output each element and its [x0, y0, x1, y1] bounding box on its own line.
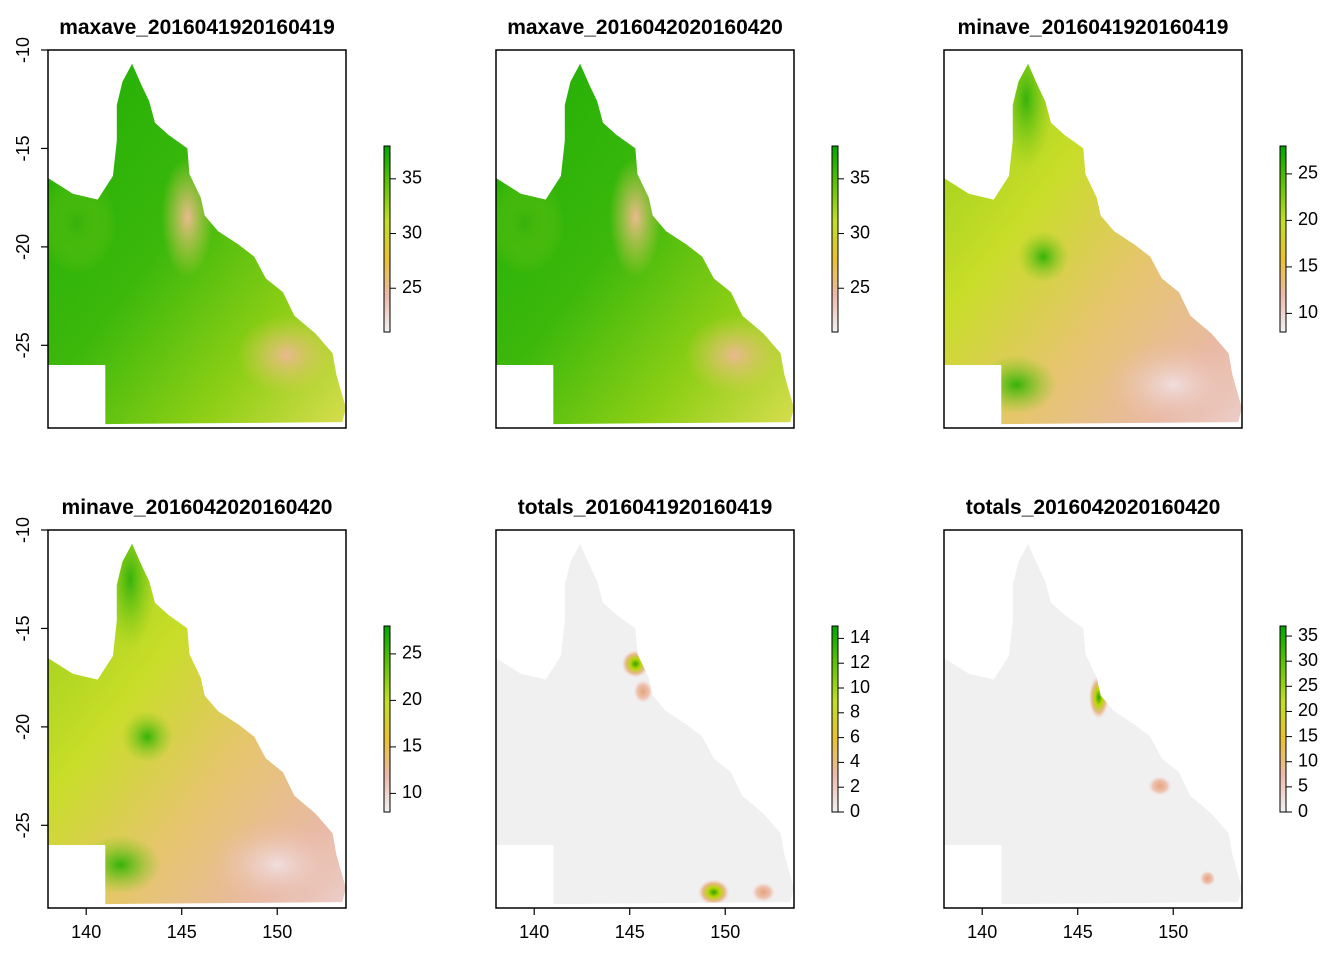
legend-tick-label: 8	[850, 702, 860, 722]
legend-tick-label: 25	[402, 643, 422, 663]
panel-title: totals_2016042020160420	[966, 496, 1221, 519]
legend-tick-label: 30	[850, 222, 870, 242]
panel-title: minave_2016042020160420	[62, 496, 333, 519]
rain-cell	[1088, 675, 1109, 720]
y-tick-label: -25	[13, 812, 33, 838]
y-tick-label: -10	[13, 37, 33, 63]
x-tick-label: 150	[262, 922, 292, 942]
legend-tick-label: 35	[850, 168, 870, 188]
y-tick-label: -25	[13, 332, 33, 358]
x-tick-label: 140	[71, 922, 101, 942]
panel-title: maxave_2016042020160420	[507, 16, 783, 39]
legend-tick-label: 12	[850, 652, 870, 672]
rain-cell	[697, 879, 730, 905]
y-tick-label: -20	[13, 714, 33, 740]
raster-layer	[48, 63, 346, 425]
rain-cell	[621, 649, 650, 678]
raster-layer	[48, 543, 346, 905]
legend-tick-label: 30	[1298, 650, 1318, 670]
cool-southeast	[1103, 339, 1242, 425]
legend-tick-label: 0	[1298, 801, 1308, 821]
warm-southeast	[236, 315, 337, 396]
legend-tick-label: 6	[850, 726, 860, 746]
legend-tick-label: 10	[1298, 302, 1318, 322]
legend-colorbar	[831, 625, 839, 813]
legend-tick-label: 10	[850, 677, 870, 697]
y-tick-label: -15	[13, 615, 33, 641]
x-tick-label: 140	[967, 922, 997, 942]
warm-southwest	[80, 834, 161, 895]
warm-ridge	[161, 157, 214, 278]
plot-frame	[47, 529, 347, 909]
legend-tick-label: 20	[402, 689, 422, 709]
x-tick-label: 140	[519, 922, 549, 942]
legend-tick-label: 35	[402, 168, 422, 188]
rain-cell	[751, 882, 776, 903]
panel-title: totals_2016041920160419	[518, 496, 773, 519]
legend-tick-label: 10	[402, 782, 422, 802]
x-tick-label: 145	[167, 922, 197, 942]
panel-title: minave_2016041920160419	[958, 16, 1229, 39]
legend-tick-label: 5	[1298, 776, 1308, 796]
legend-tick-label: 0	[850, 801, 860, 821]
legend-tick-label: 25	[1298, 675, 1318, 695]
legend-tick-label: 20	[1298, 700, 1318, 720]
plot-frame	[943, 49, 1243, 429]
warm-inland	[121, 710, 174, 763]
legend-tick-label: 14	[850, 627, 870, 647]
warm-ridge	[609, 157, 662, 278]
plot-frame	[47, 49, 347, 429]
warm-inland	[1017, 230, 1070, 283]
map-panel-3: minave_2016041920160419 25 20 15 10	[943, 16, 1318, 429]
legend-tick-label: 25	[850, 277, 870, 297]
y-tick-label: -10	[13, 517, 33, 543]
rain-cell	[633, 679, 654, 704]
panel-title: maxave_2016041920160419	[59, 16, 335, 39]
y-tick-label: -15	[13, 135, 33, 161]
warm-southeast	[684, 315, 785, 396]
legend-colorbar	[1279, 625, 1287, 813]
rain-cell	[1147, 775, 1172, 796]
legend-tick-label: 20	[1298, 209, 1318, 229]
map-panel-1: maxave_2016041920160419 -10 -15 -20 -25 35 30 2…	[13, 16, 422, 429]
legend-tick-label: 25	[402, 277, 422, 297]
legend-tick-label: 30	[402, 222, 422, 242]
x-tick-label: 150	[1158, 922, 1188, 942]
legend-tick-label: 15	[1298, 256, 1318, 276]
x-tick-label: 145	[615, 922, 645, 942]
rain-cell	[1199, 870, 1216, 887]
legend-colorbar	[383, 625, 391, 813]
plot-frame	[943, 529, 1243, 909]
legend-colorbar	[1279, 145, 1287, 333]
x-tick-label: 150	[710, 922, 740, 942]
legend-tick-label: 15	[402, 736, 422, 756]
raster-layer	[944, 543, 1242, 905]
legend-tick-label: 15	[1298, 725, 1318, 745]
cool-southeast	[207, 819, 346, 905]
y-tick-label: -20	[13, 234, 33, 260]
raster-layer	[944, 63, 1242, 425]
map-panel-5: totals_2016041920160419 140 145 150 14 12 10 8 6…	[495, 496, 870, 942]
legend-tick-label: 35	[1298, 625, 1318, 645]
legend-tick-label: 4	[850, 751, 860, 771]
map-panel-4: minave_2016042020160420 -10 -15 -20 -25 140 14…	[13, 496, 422, 942]
legend-tick-label: 2	[850, 776, 860, 796]
map-panel-2: maxave_2016042020160420 35 30 25	[495, 16, 870, 429]
plot-frame	[495, 49, 795, 429]
legend-colorbar	[831, 145, 839, 333]
warm-southwest	[976, 354, 1057, 415]
raster-layer	[496, 543, 794, 905]
legend-tick-label: 10	[1298, 750, 1318, 770]
legend-colorbar	[383, 145, 391, 333]
raster-layer	[496, 63, 794, 425]
legend-tick-label: 25	[1298, 163, 1318, 183]
plot-frame	[495, 529, 795, 909]
x-tick-label: 145	[1063, 922, 1093, 942]
